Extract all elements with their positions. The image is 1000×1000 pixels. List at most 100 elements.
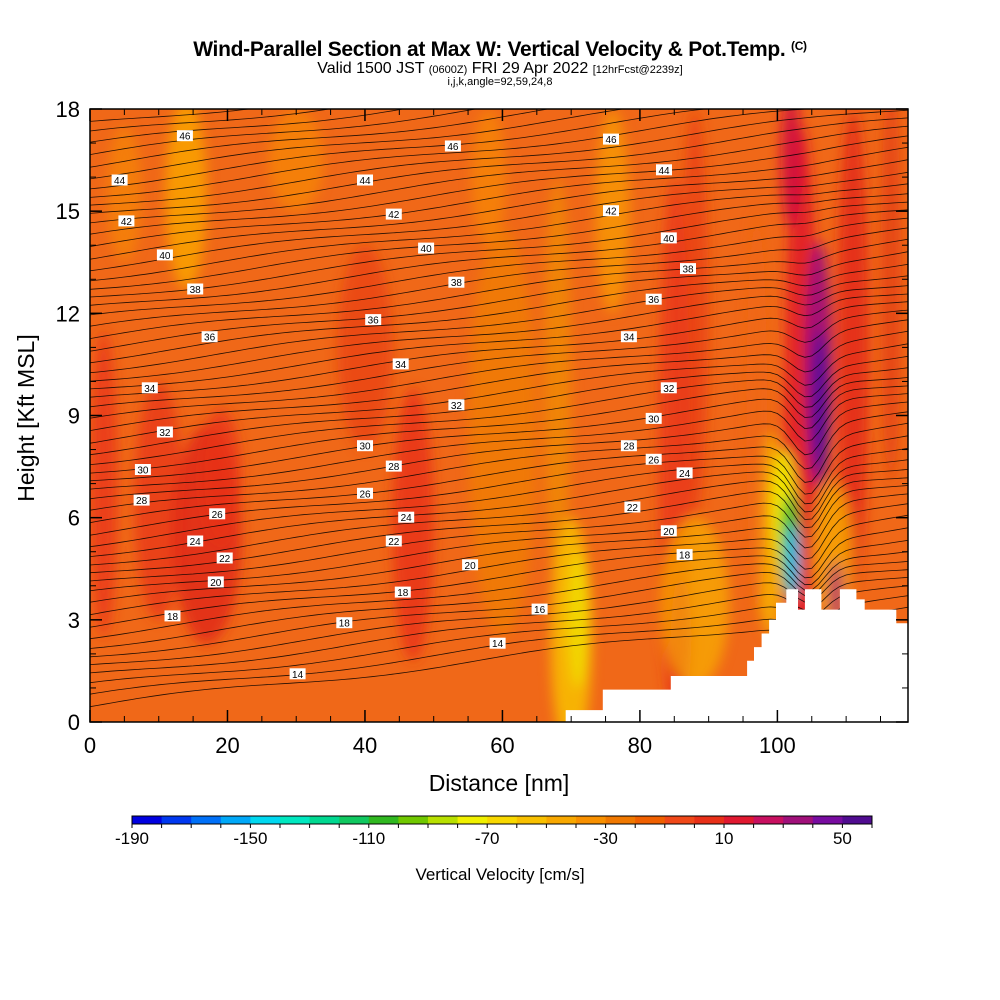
contour-label-text: 32: [159, 428, 171, 439]
contour-label-box: [216, 552, 233, 564]
colorbar-swatch: [664, 816, 695, 824]
contour-label: 18: [394, 586, 411, 599]
x-tick-label: 20: [215, 733, 239, 758]
contour-label-text: 36: [648, 295, 660, 306]
theta-contour-line: [90, 238, 908, 339]
contour-label-text: 38: [682, 265, 694, 276]
colorbar-swatch: [724, 816, 754, 824]
contour-label: 46: [176, 130, 193, 143]
contour-label-box: [164, 610, 181, 622]
contour-label: 24: [187, 535, 204, 548]
contour-label-text: 16: [534, 605, 546, 616]
contour-label-box: [336, 617, 353, 629]
theta-contour-line: [90, 227, 908, 327]
theta-contour-line: [90, 393, 908, 490]
contour-label-text: 34: [623, 333, 635, 344]
contour-label-box: [620, 331, 637, 343]
colorbar-swatch: [161, 816, 192, 824]
copyright-mark: (C): [791, 39, 807, 53]
contour-label-box: [357, 487, 373, 499]
velocity-cell: [392, 388, 434, 661]
contour-label-box: [134, 464, 151, 475]
colorbar-swatch: [842, 816, 873, 824]
contour-label-text: 18: [397, 588, 409, 599]
contour-label: 44: [111, 174, 128, 187]
theta-contour-line: [90, 251, 908, 352]
contour-label-text: 40: [159, 251, 171, 262]
contour-label: 32: [156, 426, 173, 439]
contour-label-box: [660, 525, 677, 537]
theta-contour-line: [90, 146, 908, 247]
contour-label-box: [660, 232, 677, 244]
theta-contour-line: [90, 109, 252, 122]
contour-label-text: 46: [447, 142, 459, 153]
velocity-cell: [90, 330, 118, 637]
theta-contour-line: [90, 109, 908, 206]
theta-contour-line: [90, 447, 908, 548]
theta-contour-line: [90, 539, 908, 640]
section-indices: i,j,k,angle=92,59,24,8: [447, 76, 553, 88]
contour-label-text: 26: [648, 455, 660, 466]
theta-contour-line: [90, 411, 908, 511]
contour-label: 28: [133, 494, 150, 507]
contour-label-text: 28: [388, 462, 400, 473]
contour-label-text: 34: [395, 360, 407, 371]
contour-label-box: [111, 174, 128, 186]
theta-contour-line: [90, 125, 908, 224]
theta-contour-line: [90, 319, 908, 419]
contour-label: 36: [645, 293, 662, 306]
theta-contour-line: [90, 109, 332, 132]
contour-label-box: [385, 208, 402, 220]
contour-label-box: [289, 668, 306, 680]
contour-label-box: [531, 603, 548, 615]
colorbar-frame: [131, 815, 873, 825]
contour-label-text: 18: [339, 619, 351, 630]
theta-contour-line: [90, 330, 908, 431]
contour-label: 28: [385, 460, 402, 473]
theta-contour-line: [90, 109, 551, 168]
theta-contour-line: [90, 309, 908, 408]
contour-label: 40: [156, 249, 173, 262]
theta-contour-line: [90, 301, 908, 398]
contour-label: 40: [418, 242, 435, 255]
contour-label: 32: [660, 382, 677, 395]
contour-label: 26: [357, 487, 373, 500]
colorbar-tick-label: 10: [715, 829, 734, 848]
contour-label-box: [209, 508, 226, 520]
y-axis-label: Height [Kft MSL]: [13, 334, 39, 501]
contour-label: 18: [336, 617, 353, 630]
x-axis-label: Distance [nm]: [429, 770, 570, 796]
contour-label-box: [448, 276, 465, 288]
theta-contour-line: [90, 159, 908, 260]
contour-label-box: [156, 249, 173, 261]
contour-label-box: [118, 215, 135, 227]
theta-contour-line: [90, 485, 908, 582]
contour-label-box: [385, 535, 402, 547]
theta-contour-line: [90, 422, 908, 524]
colorbar-title: Vertical Velocity [cm/s]: [415, 865, 584, 884]
contour-label-text: 30: [137, 466, 149, 477]
contour-label-text: 20: [465, 561, 477, 572]
contour-label-text: 40: [663, 234, 675, 245]
contour-label: 22: [216, 552, 233, 565]
contour-label: 36: [201, 331, 218, 344]
contour-label-box: [187, 535, 204, 547]
x-tick-label: 40: [353, 733, 377, 758]
contour-label-box: [624, 501, 641, 513]
theta-contour-line: [90, 183, 908, 282]
contour-label: 22: [624, 501, 641, 514]
theta-contour-line: [90, 435, 908, 536]
contour-label-text: 24: [401, 513, 413, 524]
colorbar-tick-label: -110: [352, 829, 385, 848]
colorbar-swatch: [339, 816, 370, 824]
contour-label: 24: [398, 511, 415, 524]
theta-contour-line: [90, 275, 908, 374]
theta-contour-line: [90, 577, 908, 674]
velocity-cell: [829, 561, 842, 624]
contour-label-text: 22: [388, 537, 400, 548]
contour-labels: 46 46 46 44 44 44 42 42 42 40 40 40 38 38 38 36 36 36 34 34…: [111, 130, 696, 681]
contour-label-text: 26: [212, 510, 224, 521]
contour-label-text: 36: [368, 316, 380, 327]
contour-label: 42: [118, 215, 135, 228]
